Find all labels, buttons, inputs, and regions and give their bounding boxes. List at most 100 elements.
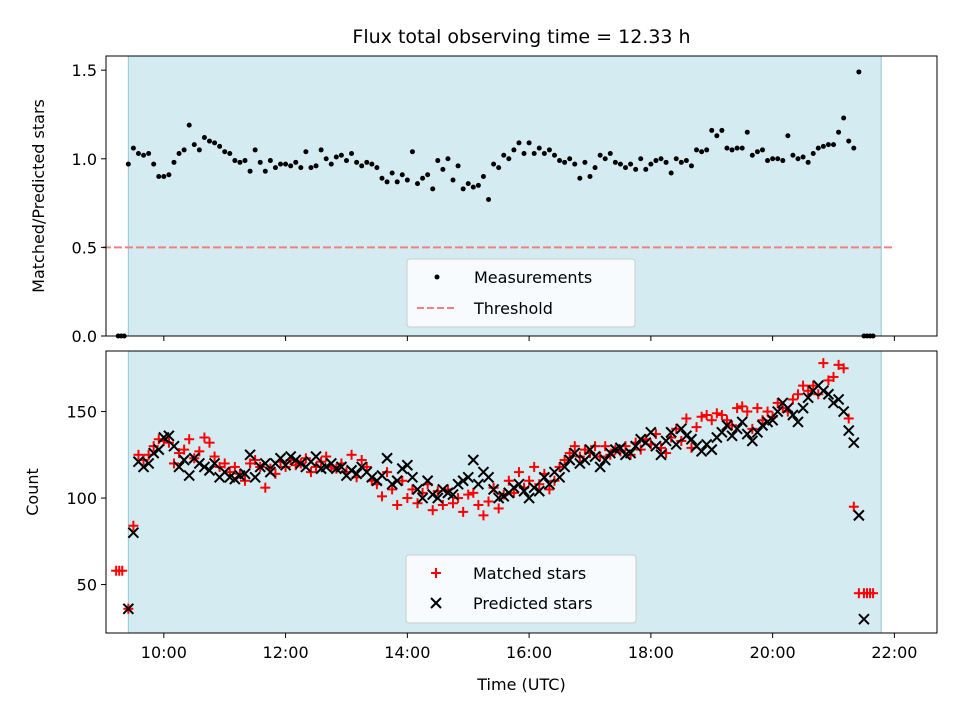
matched-star-point [752,403,763,414]
measurement-point [460,186,466,192]
matched-star-point [382,467,393,478]
predicted-star-point [817,385,830,397]
matched-star-point [590,441,601,452]
matched-star-point [716,410,727,421]
measurement-point [217,143,223,149]
predicted-star-point [350,468,363,480]
matched-star-point [250,454,261,465]
predicted-star-point [163,430,175,442]
matched-star-point [772,397,783,408]
measurement-point [359,163,365,169]
predicted-star-point [650,440,662,452]
matched-star-point [549,475,560,486]
matched-star-point [229,461,240,472]
predicted-star-point [843,424,855,437]
predicted-star-point [254,461,266,473]
measurement-point [293,159,299,165]
measurement-point [242,158,248,164]
matched-star-point [600,441,611,452]
matched-star-point [691,422,702,433]
predicted-star-point [848,436,860,449]
predicted-star-point [401,459,414,471]
predicted-star-point [518,485,530,497]
matched-star-point [625,449,636,460]
predicted-star-point [670,438,682,451]
predicted-star-point [264,466,277,478]
predicted-star-point [452,478,464,490]
measurement-point [130,145,136,151]
measurement-point [227,150,233,156]
measurement-point [278,161,284,167]
measurement-point [825,142,831,148]
measurement-point [744,129,750,135]
predicted-star-point [675,423,688,435]
measurement-point [846,138,852,144]
measurement-point [678,159,684,165]
predicted-star-point [746,435,759,447]
measurement-point [475,182,481,188]
matched-star-point [437,499,448,510]
predicted-star-point [173,461,185,473]
legend-label-measurements: Measurements [474,268,592,287]
predicted-star-point [508,481,520,494]
measurement-point [486,197,492,203]
ratio-y-tick-label: 1.0 [72,150,97,169]
measurement-point [135,150,141,156]
predicted-star-point [421,475,434,487]
predicted-star-point [629,440,642,452]
predicted-star-point [680,430,693,442]
measurement-point [262,168,268,174]
measurement-point [562,159,568,165]
measurement-point [551,152,557,158]
measurement-point [648,161,654,167]
predicted-star-point [244,449,256,461]
legend-marker-predicted-stars [430,597,442,609]
predicted-star-point [472,478,485,490]
measurement-point [567,156,573,162]
measurement-point [196,147,202,153]
matched-star-point [706,415,717,426]
matched-star-point [219,458,230,469]
measurement-point [800,154,806,160]
matched-star-point [300,453,311,464]
measurement-point [171,159,177,165]
measurement-point [557,158,563,164]
predicted-star-point [655,449,667,461]
measurement-point [212,140,218,146]
predicted-star-point [376,469,388,482]
predicted-star-point [721,419,733,432]
matched-star-point [204,437,215,448]
matched-star-point [174,448,185,459]
count-panel-y-axis-label: Count [23,468,42,516]
ratio-y-tick-label: 0.5 [72,238,97,257]
predicted-star-point [797,402,809,414]
count-panel-frame [105,350,938,634]
predicted-star-point [432,492,444,504]
predicted-star-point [716,426,728,439]
measurement-point [719,127,725,133]
predicted-star-point [127,526,140,539]
measurement-point [267,158,273,164]
ratio-legend-frame [406,258,636,328]
matched-star-point [574,451,585,462]
measurement-point [450,177,456,183]
matched-star-point [868,588,879,599]
matched-star-point [392,499,403,510]
measurement-point [166,172,172,178]
matched-star-point [711,408,722,419]
predicted-star-point [406,471,419,484]
predicted-star-point [183,469,195,482]
measurement-point [765,158,771,164]
matched-star-point [818,358,829,369]
predicted-star-point [320,461,332,473]
measurement-point [252,147,258,153]
measurement-point [404,177,410,183]
measurement-point [633,166,639,172]
measurement-point [409,149,415,155]
matched-star-point [240,475,251,486]
predicted-star-point [284,450,297,463]
measurement-point [612,159,618,165]
matched-star-point [361,461,372,472]
matched-star-point [798,380,809,391]
